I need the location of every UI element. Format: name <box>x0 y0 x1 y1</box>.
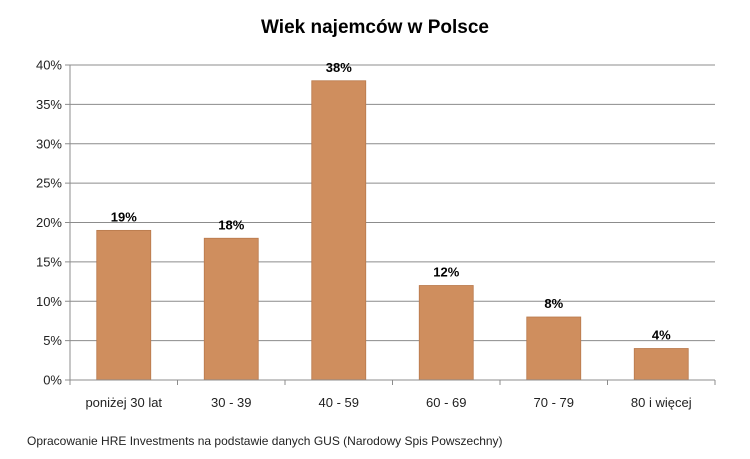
bars <box>96 80 689 381</box>
data-label: 4% <box>652 328 671 343</box>
x-tick-label: 70 - 79 <box>534 395 574 410</box>
data-label: 19% <box>111 209 137 224</box>
bar-3 <box>418 285 474 381</box>
bar-5 <box>633 348 689 381</box>
gridlines <box>65 64 715 381</box>
y-tick-label: 15% <box>36 254 62 269</box>
x-axis-ticks: poniżej 30 lat 30 - 39 40 - 59 60 - 69 70 - … <box>69 380 716 410</box>
y-tick-label: 35% <box>36 97 62 112</box>
bar-1 <box>203 237 259 381</box>
bar-4 <box>526 316 582 381</box>
x-tick-label: poniżej 30 lat <box>85 395 162 410</box>
data-label: 8% <box>544 296 563 311</box>
y-tick-label: 0% <box>43 373 62 388</box>
x-tick-label: 40 - 59 <box>319 395 359 410</box>
y-tick-label: 5% <box>43 333 62 348</box>
data-label: 18% <box>218 217 244 232</box>
y-tick-label: 20% <box>36 215 62 230</box>
y-tick-label: 40% <box>36 58 62 73</box>
data-labels: 19% 18% 38% 12% 8% 4% <box>111 60 671 343</box>
data-label: 38% <box>326 60 352 75</box>
x-tick-label: 80 i więcej <box>631 395 692 410</box>
y-axis-ticks: 0% 5% 10% 15% 20% 25% 30% 35% 40% <box>36 58 62 388</box>
y-tick-label: 10% <box>36 294 62 309</box>
y-tick-label: 30% <box>36 136 62 151</box>
bar-2 <box>311 80 367 381</box>
chart-title: Wiek najemców w Polsce <box>261 17 489 38</box>
bar-0 <box>96 229 152 381</box>
y-tick-label: 25% <box>36 176 62 191</box>
data-label: 12% <box>433 265 459 280</box>
x-tick-label: 60 - 69 <box>426 395 466 410</box>
x-tick-label: 30 - 39 <box>211 395 251 410</box>
source-note: Opracowanie HRE Investments na podstawie… <box>27 434 503 448</box>
